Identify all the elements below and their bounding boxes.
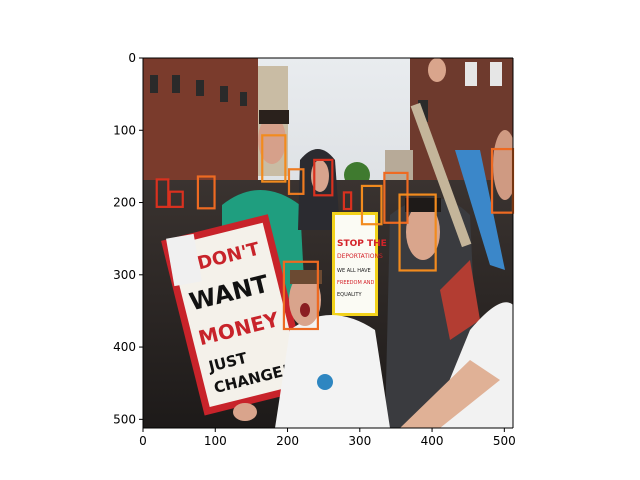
sign-text-rights: WE ALL HAVE <box>337 268 371 274</box>
detection-boxes <box>155 134 515 331</box>
bounding-box <box>168 190 184 208</box>
bounding-box <box>360 184 383 226</box>
x-tick-label: 400 <box>421 434 444 448</box>
raised-hand <box>428 58 446 82</box>
sign-face <box>335 215 375 313</box>
window <box>490 62 502 86</box>
face <box>493 130 513 200</box>
bounding-box <box>282 260 319 331</box>
hair <box>405 198 441 212</box>
bounding-box <box>155 178 170 208</box>
deportation-sign: STOP THE DEPORTATIONS WE ALL HAVE FREEDO… <box>332 212 387 316</box>
hair <box>290 270 322 284</box>
sign-text-deportations: DEPORTATIONS <box>337 253 383 260</box>
fist <box>233 403 257 421</box>
window <box>220 86 228 102</box>
x-tick-label: 300 <box>348 434 371 448</box>
x-tick-label: 0 <box>139 434 147 448</box>
bounding-box <box>398 193 437 272</box>
window <box>196 80 204 96</box>
face <box>258 116 286 164</box>
window <box>240 92 247 106</box>
window <box>150 75 158 93</box>
placard-face <box>169 222 303 407</box>
bounding-box <box>287 168 305 195</box>
bounding-box <box>383 171 409 224</box>
white-tshirt <box>275 315 390 428</box>
x-tick-label: 100 <box>204 434 227 448</box>
x-axis-ticks: 0 100 200 300 400 500 <box>139 428 516 448</box>
window <box>172 75 180 93</box>
protest-photo: I DON'T WANT MONEY JUST CHANGE! STOP THE… <box>143 58 513 428</box>
x-tick-label: 500 <box>493 434 516 448</box>
y-tick-label: 100 <box>113 123 136 137</box>
bounding-box <box>261 134 287 183</box>
y-tick-label: 200 <box>113 196 136 210</box>
x-tick-label: 200 <box>276 434 299 448</box>
y-tick-label: 300 <box>113 268 136 282</box>
y-tick-label: 400 <box>113 340 136 354</box>
shirt-logo <box>317 374 333 390</box>
bounding-box <box>342 191 353 211</box>
window <box>465 62 477 86</box>
blue-sleeve <box>455 150 505 270</box>
sign-text-freedom: FREEDOM AND <box>337 280 375 286</box>
open-mouth <box>300 303 310 317</box>
y-tick-label: 500 <box>113 412 136 426</box>
backpack-strap <box>440 260 480 340</box>
sign-text-equality: EQUALITY <box>337 292 362 298</box>
bounding-box <box>313 158 334 197</box>
hair <box>259 110 289 124</box>
y-tick-label: 0 <box>128 51 136 65</box>
face <box>289 274 321 326</box>
bounding-box <box>196 175 216 210</box>
face <box>311 160 329 192</box>
face <box>406 204 440 260</box>
y-axis-ticks: 0 100 200 300 400 500 <box>113 51 143 426</box>
sign-text-stop: STOP THE <box>337 239 387 249</box>
small-paper-sign <box>166 233 202 287</box>
pole <box>410 102 472 248</box>
foreground-arm <box>400 360 500 428</box>
axes-frame <box>142 57 514 429</box>
